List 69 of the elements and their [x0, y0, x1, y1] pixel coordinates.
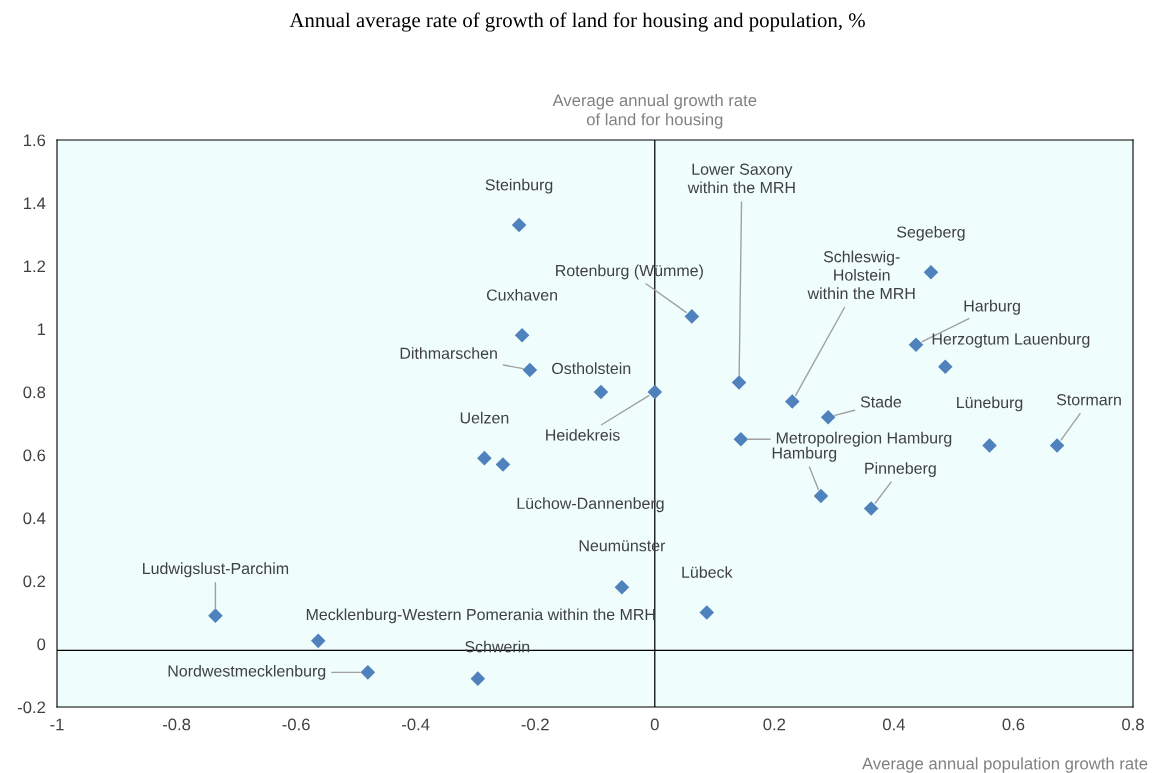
chart-title: Annual average rate of growth of land for housing and population, % [289, 12, 865, 32]
point [495, 457, 511, 472]
annotation: Stade [860, 395, 902, 408]
annotation: Harburg [964, 299, 1020, 315]
annotation: Ludwigslust-Parchim [143, 562, 289, 578]
y-axis-title: Average annual growth rate of land for housing [552, 93, 757, 129]
point [310, 633, 326, 649]
point [208, 608, 223, 623]
y-tick-label: 0.6 [23, 449, 46, 462]
x-tick-label: -0.8 [162, 718, 191, 731]
x-tick-label: -0.4 [402, 718, 430, 731]
annotation: Steinburg [485, 178, 553, 194]
x-tick-label: -1 [50, 718, 64, 731]
annotation: Ostholstein [552, 362, 631, 375]
point [731, 375, 747, 390]
x-tick-label: 0.6 [1002, 718, 1025, 731]
point [360, 665, 376, 680]
point [908, 337, 924, 353]
annotation: Uelzen [460, 411, 509, 424]
point [813, 488, 829, 504]
point [863, 501, 879, 516]
point [647, 384, 663, 400]
annotation: Hamburg [772, 446, 837, 462]
x-axis-title: Average annual population growth rate [862, 757, 1148, 773]
annotation: Pinneberg [865, 462, 936, 478]
point [982, 438, 997, 453]
x-tick-label: -0.2 [521, 718, 549, 731]
y-tick-label: 0 [37, 638, 46, 651]
annotation: Schleswig- Holstein within the MRH [807, 250, 915, 300]
point [470, 671, 486, 686]
x-tick-label: 0 [650, 718, 659, 731]
annotation: Heidekreis [546, 429, 620, 441]
y-tick-label: 1.4 [23, 197, 46, 210]
y-tick-label: 1.2 [23, 260, 46, 273]
y-tick-label: 1 [37, 323, 46, 336]
point [477, 450, 492, 466]
y-tick-label: -0.2 [17, 701, 46, 714]
y-tick-label: 1.6 [23, 134, 46, 147]
annotation: Schwerin [465, 640, 530, 653]
x-tick-label: -0.6 [282, 718, 310, 731]
point [938, 359, 953, 375]
point [820, 409, 836, 425]
x-tick-label: 0.4 [882, 718, 905, 731]
x-tick-label: 0.2 [763, 718, 786, 731]
point [522, 362, 538, 378]
y-tick-label: 0.2 [23, 575, 46, 588]
point [511, 217, 527, 233]
point [684, 309, 700, 324]
annotation: Lüneburg [957, 396, 1023, 412]
annotation: Dithmarschen [400, 347, 497, 359]
annotation: Nordwestmecklenburg [168, 664, 326, 680]
annotation: Lower Saxony within the MRH [687, 163, 795, 194]
annotation: Herzogtum Lauenburg [932, 332, 1090, 348]
annotation: Cuxhaven [486, 288, 557, 301]
point [733, 431, 749, 447]
point [784, 394, 800, 409]
annotation: Stormarn [1056, 394, 1121, 406]
point [614, 580, 630, 595]
y-tick-label: 0.4 [23, 512, 46, 525]
point [1049, 438, 1065, 453]
point [923, 265, 939, 280]
point [593, 384, 609, 400]
annotation: Lübeck [682, 566, 733, 578]
annotation: Metropolregion Hamburg [776, 431, 952, 447]
annotation: Segeberg [897, 225, 965, 241]
point [699, 605, 715, 620]
y-tick-label: 0.8 [23, 386, 46, 399]
point [514, 328, 530, 343]
x-tick-label: 0.8 [1122, 718, 1144, 731]
